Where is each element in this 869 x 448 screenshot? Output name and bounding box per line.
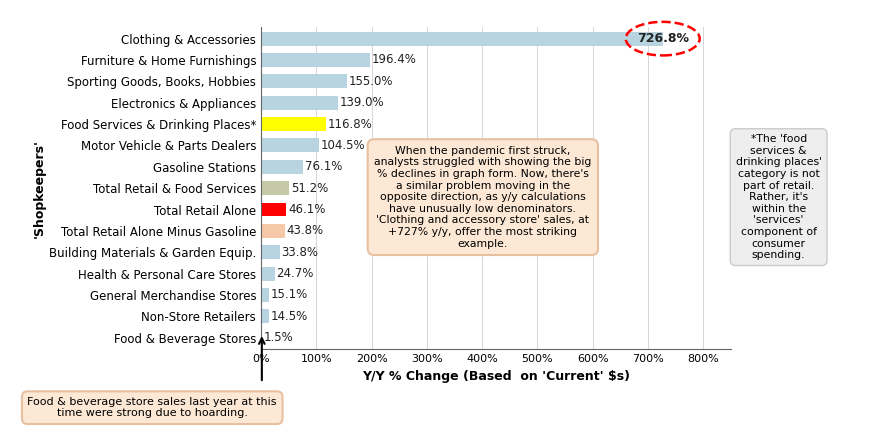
Text: 139.0%: 139.0% — [339, 96, 384, 109]
Text: 33.8%: 33.8% — [281, 246, 318, 259]
Bar — [261, 224, 285, 238]
Bar — [261, 310, 269, 323]
Bar — [261, 138, 318, 152]
X-axis label: Y/Y % Change (Based  on 'Current' $s): Y/Y % Change (Based on 'Current' $s) — [362, 370, 629, 383]
Bar — [261, 160, 302, 174]
Bar — [261, 117, 325, 131]
Bar — [261, 202, 286, 216]
Text: 196.4%: 196.4% — [371, 53, 415, 66]
Text: 15.1%: 15.1% — [270, 289, 308, 302]
Text: 51.2%: 51.2% — [290, 181, 328, 195]
Text: 726.8%: 726.8% — [636, 32, 688, 45]
Text: 116.8%: 116.8% — [327, 117, 372, 130]
Text: 104.5%: 104.5% — [320, 139, 365, 152]
Text: 43.8%: 43.8% — [287, 224, 323, 237]
Text: 14.5%: 14.5% — [270, 310, 308, 323]
Text: When the pandemic first struck,
analysts struggled with showing the big
% declin: When the pandemic first struck, analysts… — [374, 146, 591, 249]
Y-axis label: 'Shopkeepers': 'Shopkeepers' — [33, 139, 46, 237]
Bar — [261, 74, 346, 88]
Bar — [261, 288, 269, 302]
Text: *The 'food
services &
drinking places'
category is not
part of retail.
Rather, i: *The 'food services & drinking places' c… — [735, 134, 820, 260]
Text: 46.1%: 46.1% — [288, 203, 325, 216]
Text: 76.1%: 76.1% — [304, 160, 342, 173]
Text: 1.5%: 1.5% — [263, 331, 293, 344]
Text: Food & beverage store sales last year at this
time were strong due to hoarding.: Food & beverage store sales last year at… — [28, 397, 276, 418]
Bar — [261, 53, 369, 67]
Bar — [261, 246, 279, 259]
Bar — [261, 96, 337, 110]
Text: 155.0%: 155.0% — [348, 75, 393, 88]
Bar — [261, 181, 289, 195]
Text: 24.7%: 24.7% — [276, 267, 314, 280]
Bar — [261, 32, 662, 46]
Bar — [261, 267, 275, 280]
